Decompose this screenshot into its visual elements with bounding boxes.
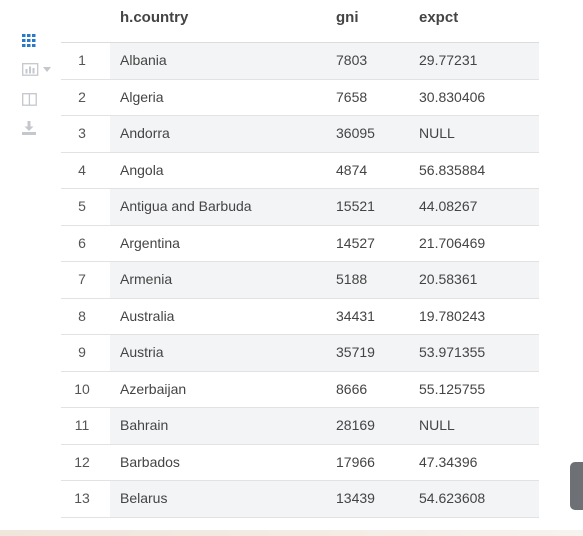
download-button[interactable]: [22, 118, 46, 138]
cell-expct: 30.830406: [419, 88, 486, 105]
row-band: [110, 116, 539, 152]
row-band: [110, 189, 539, 225]
bottom-edge: [0, 530, 583, 536]
row-band: [110, 152, 539, 188]
row-band: [110, 408, 539, 444]
cell-country: Azerbaijan: [120, 380, 187, 397]
results-table: h.country gni expct 1 Albania 7803 29.77231…: [61, 0, 539, 536]
cell-expct: NULL: [419, 125, 455, 141]
row-index: 3: [78, 125, 86, 141]
row-index: 5: [78, 198, 86, 214]
cell-gni: 15521: [336, 198, 375, 214]
table-row[interactable]: 9 Austria 35719 53.971355: [61, 335, 539, 372]
side-panel-handle[interactable]: [570, 462, 583, 510]
row-band: [110, 225, 539, 261]
row-index: 2: [78, 88, 86, 105]
cell-expct: 44.08267: [419, 198, 478, 214]
row-index: 12: [74, 453, 90, 470]
row-index: 8: [78, 307, 86, 324]
table-row[interactable]: 2 Algeria 7658 30.830406: [61, 79, 539, 116]
row-band: [110, 79, 539, 115]
cell-gni: 7658: [336, 88, 368, 105]
download-icon: [22, 121, 36, 135]
bar-chart-icon: [22, 62, 39, 76]
table-row[interactable]: 3 Andorra 36095 NULL: [61, 116, 539, 153]
row-index: 1: [78, 52, 86, 68]
column-header-expct[interactable]: expct: [419, 9, 459, 26]
cell-country: Belarus: [120, 490, 168, 506]
cell-country: Australia: [120, 307, 175, 324]
cell-gni: 8666: [336, 380, 368, 397]
cell-gni: 7803: [336, 52, 368, 68]
cell-country: Albania: [120, 52, 167, 68]
table-row[interactable]: 7 Armenia 5188 20.58361: [61, 262, 539, 299]
row-band: [110, 481, 539, 517]
table-row[interactable]: 10 Azerbaijan 8666 55.125755: [61, 371, 539, 408]
chevron-down-icon: [43, 66, 51, 72]
row-index: 13: [74, 490, 90, 506]
cell-country: Bahrain: [120, 417, 169, 433]
cell-gni: 14527: [336, 234, 375, 251]
cell-expct: 19.780243: [419, 307, 486, 324]
cell-expct: 29.77231: [419, 52, 478, 68]
grid-table-icon: [22, 33, 36, 47]
row-index: 7: [78, 271, 86, 287]
cell-country: Angola: [120, 161, 164, 178]
row-index: 9: [78, 344, 86, 360]
table-row[interactable]: 11 Bahrain 28169 NULL: [61, 408, 539, 445]
cell-country: Andorra: [120, 125, 170, 141]
cell-gni: 34431: [336, 307, 375, 324]
cell-expct: 21.706469: [419, 234, 486, 251]
cell-gni: 35719: [336, 344, 375, 360]
row-index: 4: [78, 161, 86, 178]
cell-expct: 20.58361: [419, 271, 478, 287]
table-row[interactable]: 13 Belarus 13439 54.623608: [61, 481, 539, 518]
row-band: [110, 262, 539, 298]
column-header-country[interactable]: h.country: [120, 9, 189, 26]
cell-gni: 13439: [336, 490, 375, 506]
cell-gni: 5188: [336, 271, 368, 287]
cell-expct: NULL: [419, 417, 455, 433]
row-band: [110, 444, 539, 480]
cell-country: Austria: [120, 344, 164, 360]
table-row[interactable]: 6 Argentina 14527 21.706469: [61, 225, 539, 262]
row-index: 6: [78, 234, 86, 251]
table-row[interactable]: 12 Barbados 17966 47.34396: [61, 444, 539, 481]
cell-expct: 54.623608: [419, 490, 486, 506]
cell-expct: 47.34396: [419, 453, 478, 470]
row-band: [110, 43, 539, 79]
row-index: 10: [74, 380, 90, 397]
cell-gni: 36095: [336, 125, 375, 141]
table-row[interactable]: 5 Antigua and Barbuda 15521 44.08267: [61, 189, 539, 226]
cell-gni: 17966: [336, 453, 375, 470]
columns-icon: [22, 92, 37, 106]
columns-view-button[interactable]: [22, 89, 46, 109]
cell-gni: 4874: [336, 161, 368, 178]
cell-expct: 53.971355: [419, 344, 486, 360]
column-header-gni[interactable]: gni: [336, 9, 359, 26]
cell-country: Algeria: [120, 88, 164, 105]
cell-country: Barbados: [120, 453, 180, 470]
chart-view-button[interactable]: [22, 59, 51, 79]
cell-expct: 56.835884: [419, 161, 486, 178]
cell-gni: 28169: [336, 417, 375, 433]
row-index: 11: [74, 417, 90, 433]
table-row[interactable]: 1 Albania 7803 29.77231: [61, 43, 539, 80]
cell-expct: 55.125755: [419, 380, 486, 397]
table-body: 1 Albania 7803 29.77231 2 Algeria 7658 30.83040…: [61, 43, 539, 536]
row-band: [110, 335, 539, 371]
table-row[interactable]: 4 Angola 4874 56.835884: [61, 152, 539, 189]
row-band: [110, 371, 539, 407]
table-row[interactable]: 8 Australia 34431 19.780243: [61, 298, 539, 335]
cell-country: Argentina: [120, 234, 180, 251]
cell-country: Antigua and Barbuda: [120, 198, 252, 214]
table-header: h.country gni expct: [61, 0, 539, 43]
row-band: [110, 298, 539, 334]
table-view-button[interactable]: [22, 30, 46, 50]
cell-country: Armenia: [120, 271, 173, 287]
